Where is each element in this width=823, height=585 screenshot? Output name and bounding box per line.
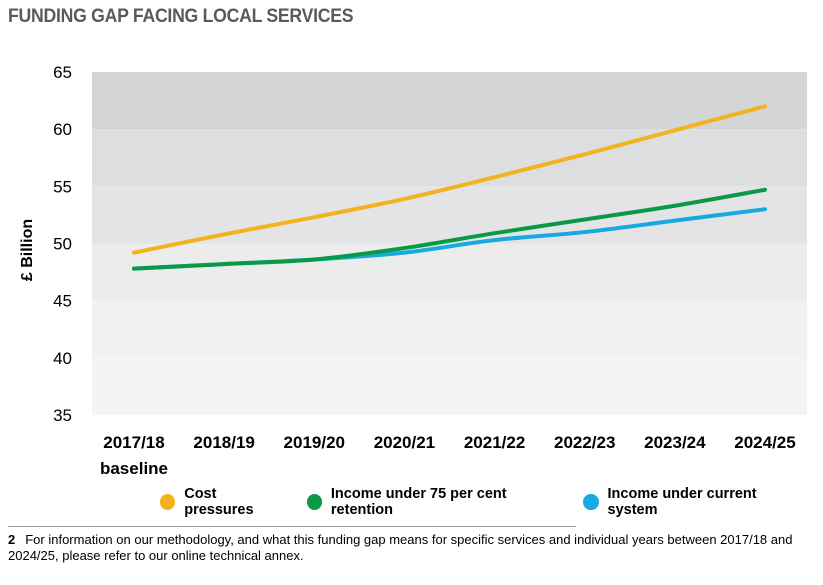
background-band — [92, 129, 807, 187]
legend-item: Cost pressures — [160, 486, 285, 518]
y-tick-label: 60 — [53, 120, 72, 139]
legend-label: Income under current system — [607, 486, 757, 518]
background-band — [92, 186, 807, 244]
background-bands — [92, 72, 807, 415]
legend-swatch-icon — [160, 494, 176, 510]
footnote-number: 2 — [8, 532, 16, 547]
y-axis-ticks: 35 40 45 50 55 60 65 — [53, 63, 72, 425]
background-band — [92, 357, 807, 415]
x-tick-label: 2022/23 — [554, 433, 615, 452]
x-tick-label: 2018/19 — [193, 433, 254, 452]
chart-title: FUNDING GAP FACING LOCAL SERVICES — [8, 6, 354, 27]
series-lines — [132, 104, 767, 271]
background-band — [92, 300, 807, 358]
background-band — [92, 243, 807, 301]
legend-label: Income under 75 per cent retention — [330, 486, 507, 518]
y-tick-label: 45 — [53, 292, 72, 311]
y-tick-label: 35 — [53, 406, 72, 425]
y-tick-label: 40 — [53, 349, 72, 368]
y-axis-label: £ Billion — [19, 219, 36, 281]
background-band — [92, 72, 807, 130]
legend-swatch-icon — [583, 494, 599, 510]
legend-item: Income under current system — [583, 486, 801, 518]
x-tick-label: 2017/18 — [103, 433, 164, 452]
legend: Cost pressures Income under 75 per cent r… — [160, 486, 823, 518]
x-tick-label: 2024/25 — [734, 433, 795, 452]
series-line-cost-pressures — [132, 104, 767, 255]
legend-swatch-icon — [306, 494, 322, 510]
legend-label: Cost pressures — [184, 486, 254, 518]
x-axis-ticks: 2017/18 baseline 2018/19 2019/20 2020/21 2021… — [100, 433, 796, 478]
x-tick-label: 2019/20 — [284, 433, 345, 452]
footnote-divider — [8, 526, 576, 527]
y-tick-label: 55 — [53, 177, 72, 196]
legend-item: Income under 75 per cent retention — [306, 486, 562, 518]
y-tick-label: 65 — [53, 63, 72, 82]
x-tick-label: 2021/22 — [464, 433, 525, 452]
x-tick-label: 2023/24 — [644, 433, 706, 452]
footnote: 2 For information on our methodology, and… — [8, 532, 808, 564]
series-line-income-under-75-per-cent-retention — [132, 187, 767, 271]
footnote-text: For information on our methodology, and … — [8, 532, 793, 563]
x-tick-label: 2020/21 — [374, 433, 435, 452]
x-tick-sublabel: baseline — [100, 459, 168, 478]
y-tick-label: 50 — [53, 235, 72, 254]
